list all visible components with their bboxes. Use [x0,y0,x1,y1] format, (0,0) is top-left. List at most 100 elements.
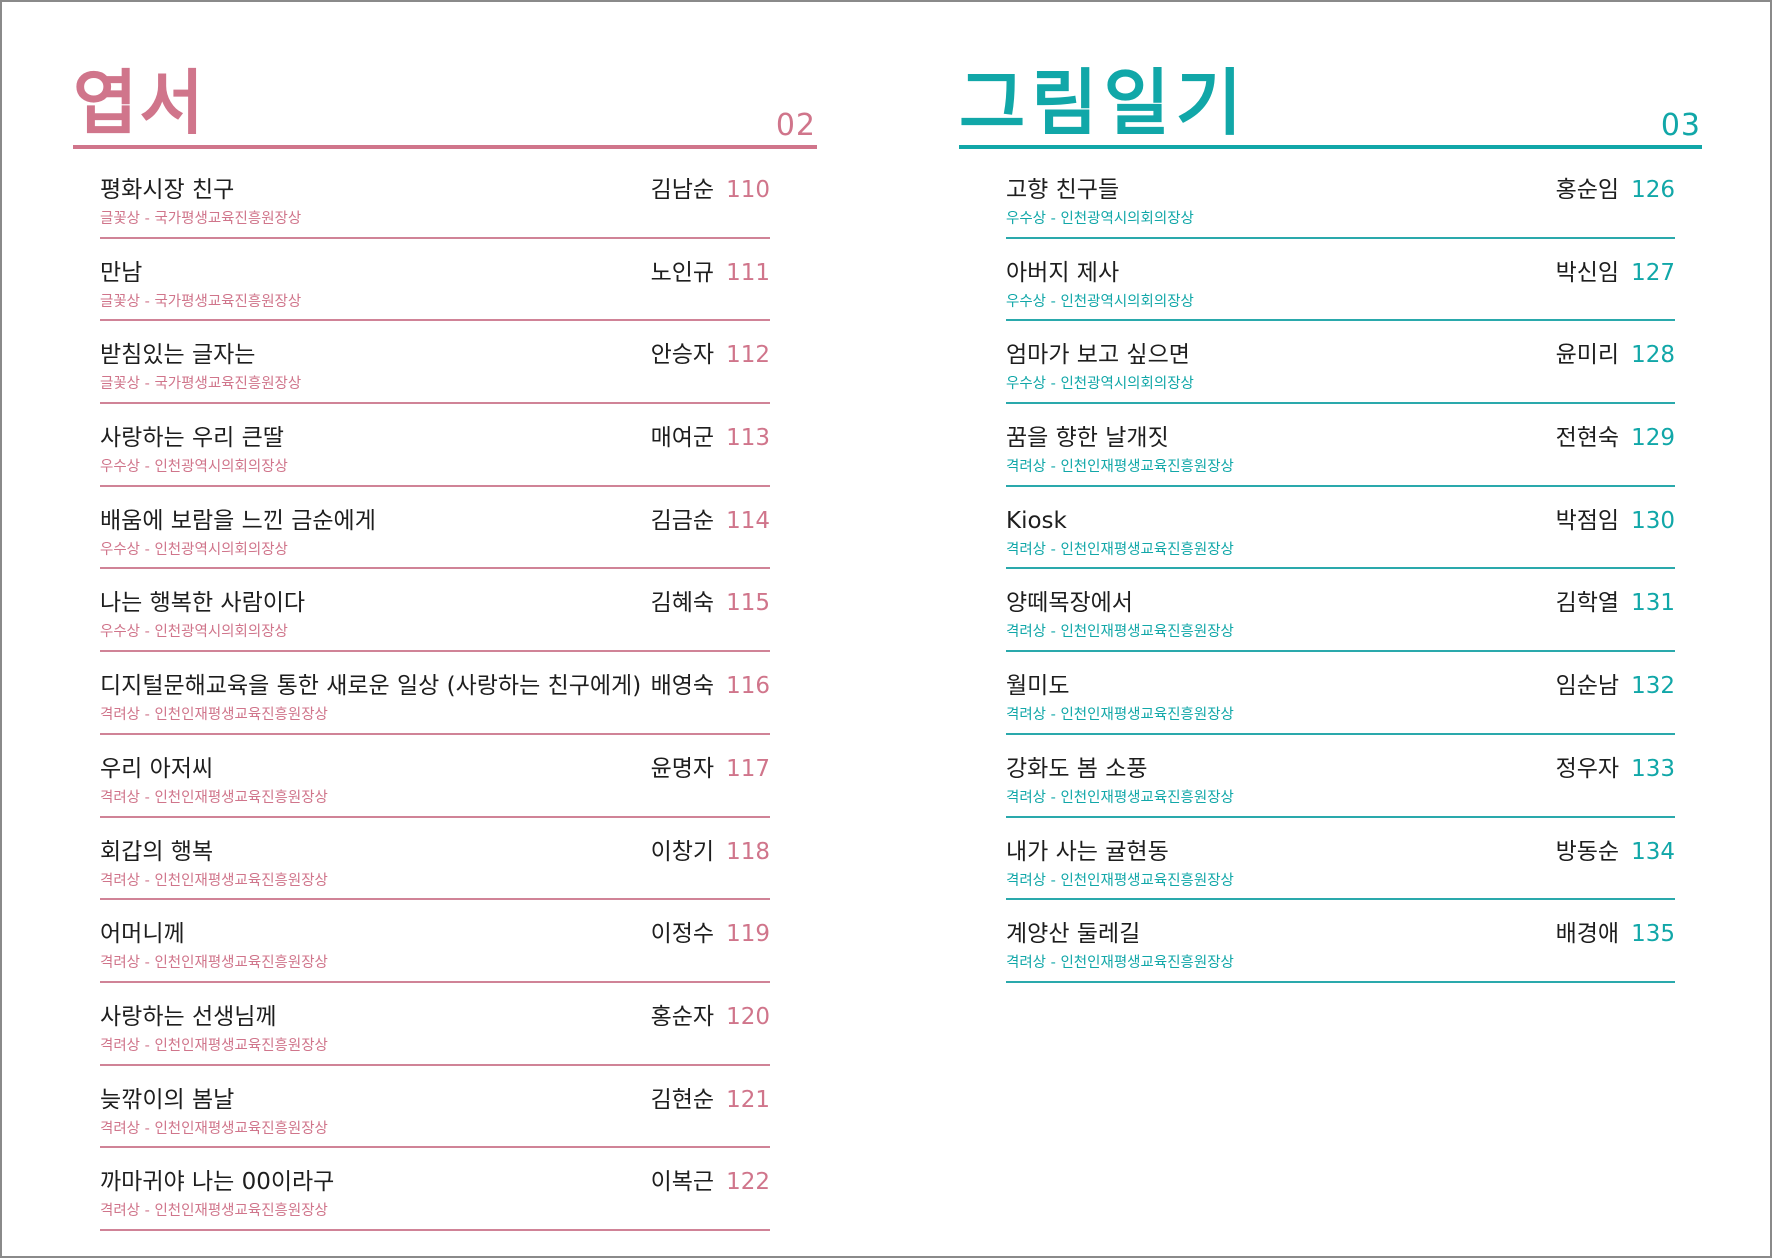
toc-entry[interactable]: 사랑하는 선생님께 격려상 - 인천인재평생교육진흥원장상 홍순자 120 [100,983,770,1066]
entry-title: 양떼목장에서 [1006,590,1133,617]
toc-list: 평화시장 친구 글꽃상 - 국가평생교육진흥원장상 김남순 110 만남 글꽃상 - 국가… [100,156,770,1231]
toc-entry[interactable]: 받침있는 글자는 글꽃상 - 국가평생교육진흥원장상 안승자 112 [100,321,770,405]
toc-entry[interactable]: 회갑의 행복 격려상 - 인천인재평생교육진흥원장상 이창기 118 [100,818,770,901]
entry-author: 이복근 [650,1169,715,1196]
toc-entry[interactable]: 양떼목장에서 격려상 - 인천인재평생교육진흥원장상 김학열 131 [1006,569,1675,653]
entry-page-number[interactable]: 117 [726,755,770,782]
entry-author: 김혜숙 [650,590,715,617]
toc-entry[interactable]: 엄마가 보고 싶으면 우수상 - 인천광역시의회의장상 윤미리 128 [1006,321,1675,405]
entry-title: 월미도 [1006,673,1070,700]
entry-title: 까마귀야 나는 00이라구 [100,1169,335,1196]
entry-page-number[interactable]: 128 [1631,342,1675,369]
entry-page-number[interactable]: 122 [726,1169,770,1196]
entry-title: 늦깎이의 봄날 [100,1086,235,1113]
entry-award: 우수상 - 인천광역시의회의장상 [100,624,288,641]
entry-meta: 박신임 127 [1556,259,1675,287]
entry-author: 이정수 [650,921,715,948]
toc-entry[interactable]: 나는 행복한 사람이다 우수상 - 인천광역시의회의장상 김혜숙 115 [100,569,770,653]
entry-page-number[interactable]: 110 [726,177,770,203]
entry-author: 임순남 [1555,673,1620,700]
section-header: 엽서 02 [73,62,817,149]
entry-page-number[interactable]: 115 [726,590,770,617]
entry-page-number[interactable]: 118 [726,838,770,865]
toc-entry[interactable]: 배움에 보람을 느낀 금순에게 우수상 - 인천광역시의회의장상 김금순 114 [100,487,770,570]
entry-page-number[interactable]: 132 [1631,673,1675,700]
toc-entry[interactable]: Kiosk 격려상 - 인천인재평생교육진흥원장상 박점임 130 [1006,487,1675,570]
entry-meta: 이정수 119 [651,920,770,948]
entry-meta: 이복근 122 [651,1168,770,1196]
entry-page-number[interactable]: 112 [726,342,770,369]
entry-author: 노인규 [650,259,715,286]
entry-page-number[interactable]: 131 [1631,590,1675,617]
entry-page-number[interactable]: 121 [726,1086,770,1113]
entry-title: Kiosk [1006,507,1067,534]
entry-author: 박점임 [1555,507,1620,534]
entry-title: 사랑하는 우리 큰딸 [100,425,284,452]
toc-entry[interactable]: 디지털문해교육을 통한 새로운 일상 (사랑하는 친구에게) 격려상 - 인천인재… [100,652,770,735]
toc-entry[interactable]: 꿈을 향한 날개짓 격려상 - 인천인재평생교육진흥원장상 전현숙 129 [1006,404,1675,487]
entry-meta: 김현순 121 [651,1086,770,1114]
section-number: 03 [1660,108,1701,143]
entry-award: 격려상 - 인천인재평생교육진흥원장상 [1006,707,1234,724]
entry-page-number[interactable]: 135 [1631,921,1675,948]
entry-page-number[interactable]: 116 [726,673,770,700]
toc-entry[interactable]: 고향 친구들 우수상 - 인천광역시의회의장상 홍순임 126 [1006,156,1675,239]
entry-author: 윤명자 [650,755,715,782]
entry-meta: 배영숙 116 [651,672,770,700]
entry-page-number[interactable]: 120 [726,1003,770,1030]
entry-meta: 방동순 134 [1556,838,1675,866]
section-number: 02 [775,108,816,143]
entry-page-number[interactable]: 113 [726,425,770,452]
entry-page-number[interactable]: 133 [1631,755,1675,782]
toc-entry[interactable]: 강화도 봄 소풍 격려상 - 인천인재평생교육진흥원장상 정우자 133 [1006,735,1675,818]
toc-entry[interactable]: 어머니께 격려상 - 인천인재평생교육진흥원장상 이정수 119 [100,900,770,983]
entry-award: 글꽃상 - 국가평생교육진흥원장상 [100,293,302,310]
entry-author: 김학열 [1555,590,1620,617]
entry-page-number[interactable]: 129 [1631,425,1675,452]
entry-author: 전현숙 [1555,425,1620,452]
entry-page-number[interactable]: 114 [726,507,770,534]
entry-award: 글꽃상 - 국가평생교육진흥원장상 [100,376,302,393]
entry-page-number[interactable]: 111 [726,259,770,286]
entry-meta: 임순남 132 [1556,672,1675,700]
entry-award: 격려상 - 인천인재평생교육진흥원장상 [1006,872,1234,889]
entry-meta: 배경애 135 [1556,920,1675,948]
entry-page-number[interactable]: 127 [1631,259,1675,286]
entry-title: 내가 사는 귤현동 [1006,838,1169,865]
entry-title: 회갑의 행복 [100,838,214,865]
entry-title: 만남 [100,259,143,286]
entry-page-number[interactable]: 134 [1631,838,1675,865]
toc-entry[interactable]: 사랑하는 우리 큰딸 우수상 - 인천광역시의회의장상 매여군 113 [100,404,770,487]
entry-award: 격려상 - 인천인재평생교육진흥원장상 [100,1120,328,1137]
entry-author: 윤미리 [1555,342,1620,369]
entry-meta: 김학열 131 [1556,589,1675,617]
entry-award: 격려상 - 인천인재평생교육진흥원장상 [1006,541,1234,558]
toc-entry[interactable]: 우리 아저씨 격려상 - 인천인재평생교육진흥원장상 윤명자 117 [100,735,770,818]
entry-award: 격려상 - 인천인재평생교육진흥원장상 [1006,459,1234,476]
entry-meta: 정우자 133 [1556,755,1675,783]
entry-award: 격려상 - 인천인재평생교육진흥원장상 [100,955,328,972]
toc-entry[interactable]: 계양산 둘레길 격려상 - 인천인재평생교육진흥원장상 배경애 135 [1006,900,1675,983]
entry-meta: 안승자 112 [651,341,770,369]
section-header: 그림일기 03 [959,62,1702,149]
entry-author: 김남순 [650,177,715,203]
entry-page-number[interactable]: 119 [726,921,770,948]
entry-meta: 홍순자 120 [651,1003,770,1031]
entry-title: 사랑하는 선생님께 [100,1003,277,1030]
entry-author: 박신임 [1555,259,1620,286]
toc-entry[interactable]: 아버지 제사 우수상 - 인천광역시의회의장상 박신임 127 [1006,239,1675,322]
toc-entry[interactable]: 까마귀야 나는 00이라구 격려상 - 인천인재평생교육진흥원장상 이복근 122 [100,1148,770,1231]
entry-author: 매여군 [650,425,715,452]
entry-title: 배움에 보람을 느낀 금순에게 [100,507,376,534]
entry-award: 격려상 - 인천인재평생교육진흥원장상 [100,789,328,806]
entry-page-number[interactable]: 130 [1631,507,1675,534]
toc-entry[interactable]: 평화시장 친구 글꽃상 - 국가평생교육진흥원장상 김남순 110 [100,156,770,239]
entry-page-number[interactable]: 126 [1631,177,1675,203]
entry-award: 우수상 - 인천광역시의회의장상 [1006,293,1194,310]
entry-title: 디지털문해교육을 통한 새로운 일상 (사랑하는 친구에게) [100,673,642,700]
entry-award: 격려상 - 인천인재평생교육진흥원장상 [100,872,328,889]
